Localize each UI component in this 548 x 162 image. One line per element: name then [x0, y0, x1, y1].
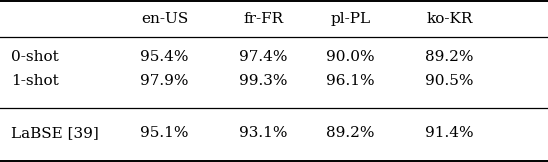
Text: 99.3%: 99.3% — [239, 74, 287, 88]
Text: 93.1%: 93.1% — [239, 126, 287, 140]
Text: 1-shot: 1-shot — [11, 74, 59, 88]
Text: 96.1%: 96.1% — [327, 74, 375, 88]
Text: LaBSE [39]: LaBSE [39] — [11, 126, 99, 140]
Text: 90.5%: 90.5% — [425, 74, 473, 88]
Text: 0-shot: 0-shot — [11, 50, 59, 64]
Text: 97.4%: 97.4% — [239, 50, 287, 64]
Text: 95.1%: 95.1% — [140, 126, 189, 140]
Text: 91.4%: 91.4% — [425, 126, 473, 140]
Text: 89.2%: 89.2% — [327, 126, 375, 140]
Text: 97.9%: 97.9% — [140, 74, 189, 88]
Text: pl-PL: pl-PL — [330, 12, 371, 26]
Text: 90.0%: 90.0% — [327, 50, 375, 64]
Text: ko-KR: ko-KR — [426, 12, 472, 26]
Text: fr-FR: fr-FR — [243, 12, 283, 26]
Text: 95.4%: 95.4% — [140, 50, 189, 64]
Text: en-US: en-US — [141, 12, 188, 26]
Text: 89.2%: 89.2% — [425, 50, 473, 64]
